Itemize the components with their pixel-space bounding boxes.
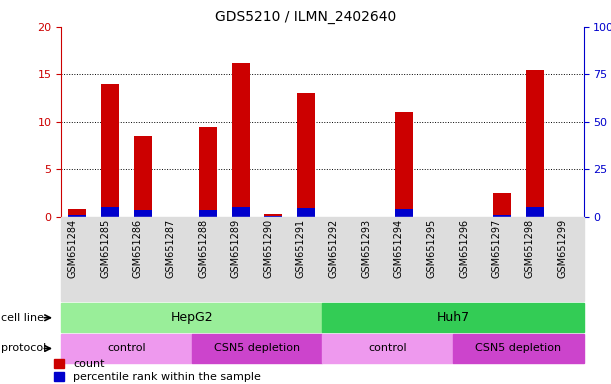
Text: CSN5 depletion: CSN5 depletion — [475, 343, 562, 354]
Bar — [232, 63, 250, 217]
Bar — [265, 214, 282, 217]
Bar — [199, 210, 217, 217]
Text: GSM651296: GSM651296 — [459, 219, 469, 278]
Bar — [232, 207, 250, 217]
Bar — [297, 208, 315, 217]
Bar — [199, 127, 217, 217]
Bar — [101, 84, 119, 217]
Text: GSM651285: GSM651285 — [100, 219, 110, 278]
Bar — [395, 209, 413, 217]
Text: GSM651298: GSM651298 — [524, 219, 535, 278]
Bar — [525, 207, 544, 217]
Text: CSN5 depletion: CSN5 depletion — [214, 343, 300, 354]
Text: GSM651288: GSM651288 — [198, 219, 208, 278]
Text: GSM651292: GSM651292 — [329, 219, 338, 278]
Text: HepG2: HepG2 — [170, 311, 213, 324]
Text: Huh7: Huh7 — [436, 311, 469, 324]
Text: GDS5210 / ILMN_2402640: GDS5210 / ILMN_2402640 — [215, 10, 396, 23]
Text: GSM651295: GSM651295 — [426, 219, 437, 278]
Text: GSM651287: GSM651287 — [166, 219, 175, 278]
Bar — [493, 215, 511, 217]
Text: GSM651294: GSM651294 — [394, 219, 404, 278]
Text: protocol: protocol — [1, 343, 46, 354]
Bar — [395, 113, 413, 217]
Text: GSM651286: GSM651286 — [133, 219, 143, 278]
Bar — [134, 136, 152, 217]
Bar — [101, 207, 119, 217]
Text: GSM651299: GSM651299 — [557, 219, 567, 278]
Text: control: control — [368, 343, 407, 354]
Bar — [525, 70, 544, 217]
Text: GSM651291: GSM651291 — [296, 219, 306, 278]
Text: GSM651290: GSM651290 — [263, 219, 273, 278]
Text: GSM651293: GSM651293 — [361, 219, 371, 278]
Text: control: control — [107, 343, 145, 354]
Legend: count, percentile rank within the sample: count, percentile rank within the sample — [54, 359, 261, 382]
Text: GSM651297: GSM651297 — [492, 219, 502, 278]
Text: GSM651289: GSM651289 — [231, 219, 241, 278]
Bar — [134, 210, 152, 217]
Bar — [68, 215, 86, 217]
Bar — [68, 209, 86, 217]
Bar — [493, 193, 511, 217]
Bar — [297, 93, 315, 217]
Text: GSM651284: GSM651284 — [67, 219, 78, 278]
Text: cell line: cell line — [1, 313, 44, 323]
